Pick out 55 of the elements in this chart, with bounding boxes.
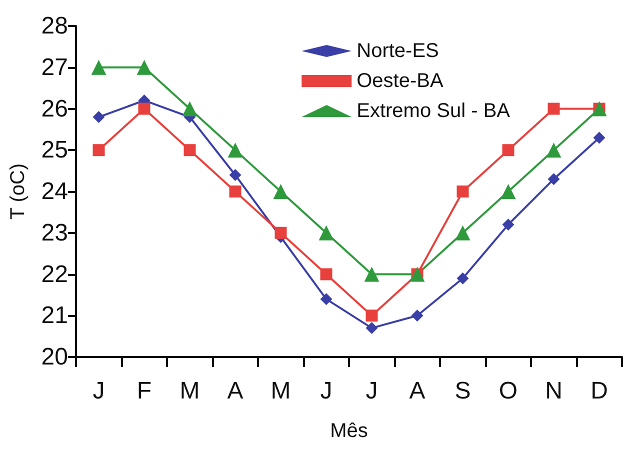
point	[320, 293, 332, 306]
y-tick-label: 26	[41, 95, 68, 122]
point	[502, 218, 514, 231]
point	[138, 102, 150, 115]
y-tick-label: 22	[41, 260, 68, 288]
point	[593, 132, 606, 144]
point	[320, 268, 332, 280]
point	[366, 310, 378, 322]
point	[455, 225, 470, 240]
y-tick-label: 23	[41, 219, 68, 246]
point	[273, 184, 288, 199]
x-tick-label: S	[454, 378, 471, 404]
y-tick-label: 25	[41, 136, 68, 164]
x-tick-label: A	[409, 378, 426, 404]
legend-label: Extremo Sul - BA	[356, 100, 511, 122]
y-axis-title: T (oC)	[7, 163, 29, 220]
x-tick-label: O	[498, 378, 518, 404]
x-axis-title: Mês	[330, 420, 368, 442]
x-tick-label: J	[320, 378, 332, 404]
point	[548, 102, 560, 115]
x-tick-label: M	[270, 378, 291, 404]
y-tick-label: 24	[41, 178, 68, 205]
point	[182, 101, 198, 116]
point	[548, 173, 560, 186]
x-tick-label: J	[366, 378, 378, 404]
x-tick-label: F	[136, 378, 152, 404]
point	[92, 111, 105, 124]
point	[136, 60, 152, 75]
x-tick-label: N	[545, 378, 562, 404]
x-tick-label: D	[590, 378, 608, 404]
point	[546, 142, 562, 158]
point	[318, 225, 334, 240]
legend-label: Norte-ES	[356, 40, 439, 62]
point	[229, 186, 242, 198]
point	[366, 322, 378, 334]
point	[456, 272, 469, 284]
point	[274, 226, 287, 239]
point	[229, 168, 242, 181]
y-tick-label: 27	[41, 54, 68, 81]
point	[91, 60, 106, 75]
point	[228, 142, 243, 158]
x-tick-label: J	[92, 378, 105, 404]
point	[500, 184, 516, 199]
y-tick-label: 28	[41, 12, 68, 40]
point	[184, 144, 196, 156]
point	[502, 144, 514, 156]
point	[456, 186, 469, 198]
point	[411, 310, 424, 322]
x-tick-label: A	[227, 378, 244, 404]
point	[92, 144, 105, 156]
x-tick-label: M	[180, 378, 200, 404]
y-tick-label: 21	[41, 302, 68, 330]
legend-label: Oeste-BA	[356, 70, 444, 92]
y-tick-label: 20	[41, 344, 68, 370]
point	[364, 266, 380, 282]
